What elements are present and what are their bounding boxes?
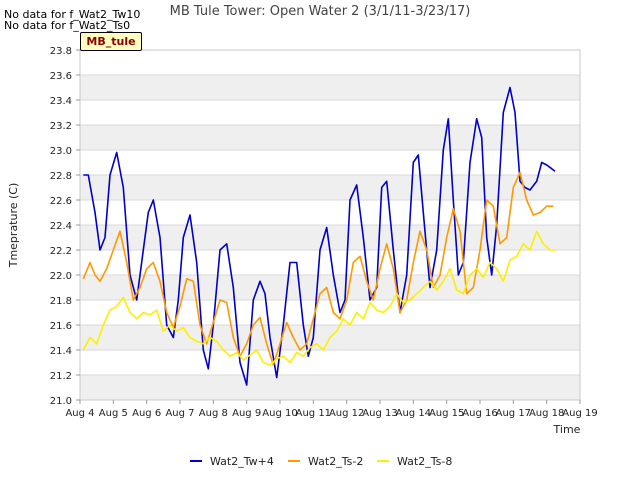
y-tick-label: 21.0 [50, 396, 72, 407]
x-axis: Aug 4 Aug 5 Aug 6 Aug 7 Aug 8 Aug 9 Aug 10Aug … [65, 400, 598, 419]
x-tick-label: Aug 7 [165, 408, 194, 419]
x-axis-label: Time [553, 423, 581, 436]
y-tick-label: 23.6 [50, 71, 72, 82]
grid-band [80, 375, 580, 400]
legend-label: Wat2_Ts-2 [308, 455, 363, 468]
series-line-Wat2_Ts-2 [82, 171, 554, 366]
grid-band [80, 125, 580, 150]
legend: Wat2_Tw+4 Wat2_Ts-2 Wat2_Ts-8 [190, 455, 452, 468]
x-tick-label: Aug 14 [396, 408, 431, 419]
grid-band [80, 275, 580, 300]
x-tick-label: Aug 12 [329, 408, 364, 419]
y-axis: 21.0 21.2 21.4 21.6 21.8 22.0 22.2 22.4 22.6 22.8… [50, 46, 80, 407]
x-tick-label: Aug 4 [65, 408, 94, 419]
legend-label: Wat2_Ts-8 [397, 455, 452, 468]
y-tick-label: 22.4 [50, 221, 72, 232]
x-tick-label: Aug 9 [232, 408, 261, 419]
y-tick-label: 23.4 [50, 96, 72, 107]
chart-title: MB Tule Tower: Open Water 2 (3/1/11-3/23… [170, 4, 471, 19]
x-tick-label: Aug 11 [296, 408, 331, 419]
x-tick-label: Aug 19 [562, 408, 597, 419]
y-tick-label: 21.8 [50, 296, 72, 307]
y-tick-label: 21.2 [50, 371, 72, 382]
x-tick-label: Aug 17 [496, 408, 531, 419]
grid-band [80, 175, 580, 200]
no-data-note-2: No data for f_Wat2_Ts0 [4, 19, 131, 32]
y-tick-label: 21.6 [50, 321, 72, 332]
y-tick-label: 23.2 [50, 121, 72, 132]
y-tick-label: 22.2 [50, 246, 72, 257]
y-tick-label: 22.6 [50, 196, 72, 207]
x-tick-label: Aug 10 [262, 408, 297, 419]
grid-band [80, 75, 580, 100]
station-badge: MB_tule [80, 32, 142, 51]
y-tick-label: 23.8 [50, 46, 72, 57]
y-tick-label: 21.4 [50, 346, 72, 357]
x-tick-label: Aug 15 [429, 408, 464, 419]
series-group [82, 86, 556, 386]
x-tick-label: Aug 13 [362, 408, 397, 419]
legend-label: Wat2_Tw+4 [210, 455, 274, 468]
x-tick-label: Aug 8 [199, 408, 228, 419]
x-tick-label: Aug 6 [132, 408, 161, 419]
y-tick-label: 23.0 [50, 146, 72, 157]
series-line-Wat2_Ts-8 [82, 230, 555, 366]
grid-lines [80, 49, 580, 401]
no-data-note-1: No data for f_Wat2_Tw10 [4, 8, 141, 21]
y-axis-label: Tmeprature (C) [7, 183, 20, 269]
y-tick-label: 22.0 [50, 271, 72, 282]
x-tick-label: Aug 18 [529, 408, 564, 419]
x-tick-label: Aug 16 [462, 408, 497, 419]
series-line-Wat2_Tw+4 [83, 86, 556, 386]
x-tick-label: Aug 5 [99, 408, 128, 419]
y-tick-label: 22.8 [50, 171, 72, 182]
